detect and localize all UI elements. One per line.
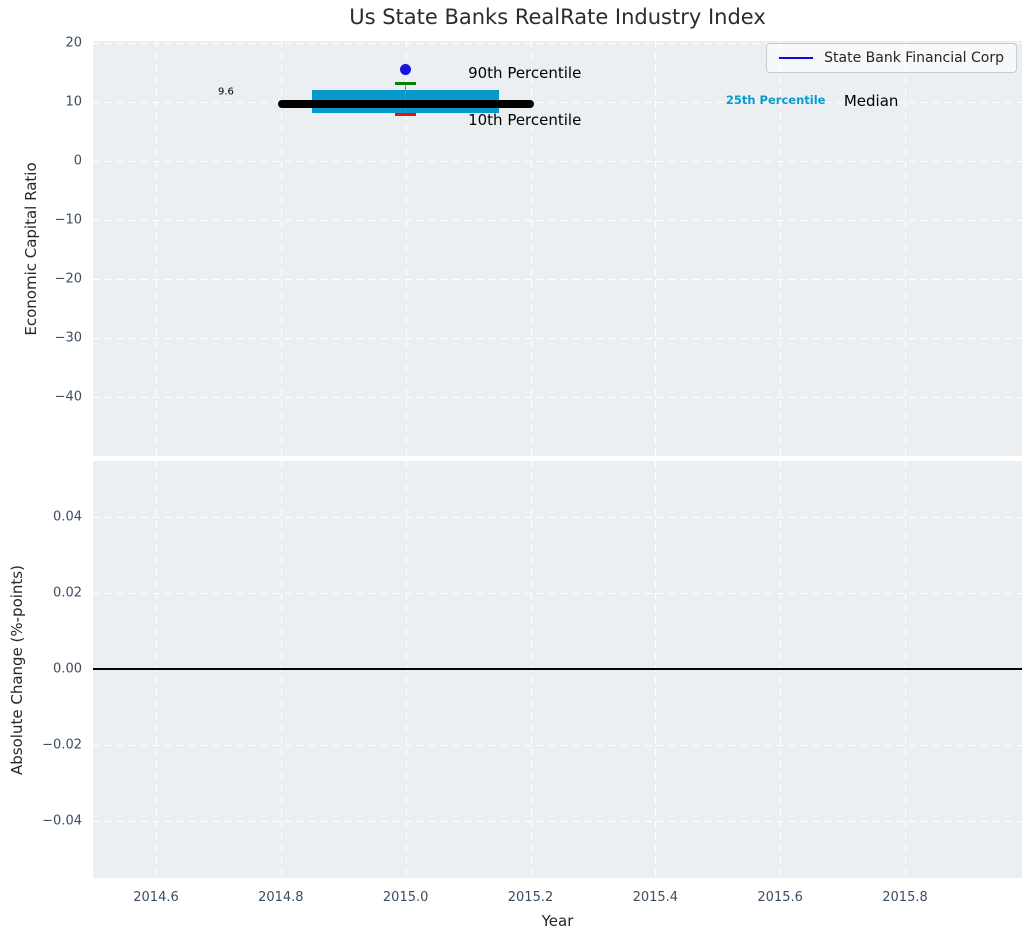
y-tick-label: 20 [12, 35, 82, 50]
gridline [655, 41, 656, 456]
x-tick-label: 2015.2 [486, 890, 576, 905]
x-tick-label: 2014.8 [236, 890, 326, 905]
chart-title: Us State Banks RealRate Industry Index [93, 5, 1022, 29]
x-tick-label: 2015.4 [610, 890, 700, 905]
gridline [93, 517, 1022, 518]
legend-line-sample-icon [779, 57, 813, 60]
annotation-10th-percentile: 10th Percentile [468, 111, 581, 129]
gridline [93, 279, 1022, 280]
gridline [905, 461, 906, 878]
x-tick-label: 2015.8 [860, 890, 950, 905]
median-line [278, 100, 534, 108]
gridline [93, 821, 1022, 822]
gridline [531, 461, 532, 878]
annotation-median-label: Median [844, 92, 899, 110]
annotation-90th-percentile: 90th Percentile [468, 64, 581, 82]
gridline [93, 397, 1022, 398]
legend: State Bank Financial Corp [766, 43, 1017, 73]
x-axis-label: Year [93, 912, 1022, 930]
y-tick-label: 0.04 [12, 509, 82, 524]
x-tick-label: 2015.6 [735, 890, 825, 905]
gridline [655, 461, 656, 878]
y-tick-label: 0.00 [12, 661, 82, 676]
gridline [93, 338, 1022, 339]
gridline [93, 220, 1022, 221]
p10-tick [395, 113, 416, 116]
zero-line [93, 668, 1022, 670]
gridline [93, 161, 1022, 162]
y-tick-label: 10 [12, 94, 82, 109]
gridline [156, 461, 157, 878]
gridline [93, 745, 1022, 746]
gridline [281, 461, 282, 878]
figure: Us State Banks RealRate Industry Index E… [0, 0, 1034, 942]
company-dot [400, 64, 411, 75]
y-axis-label-top: Economic Capital Ratio [22, 162, 40, 335]
annotation-median-value: 9.6 [218, 87, 234, 98]
x-tick-label: 2015.0 [361, 890, 451, 905]
gridline [780, 461, 781, 878]
bottom-axes-absolute-change [93, 461, 1022, 878]
p90-tick [395, 82, 416, 85]
gridline [93, 593, 1022, 594]
y-tick-label: −0.02 [12, 737, 82, 752]
annotation-25th-percentile: 25th Percentile [726, 93, 826, 107]
gridline [406, 461, 407, 878]
gridline [156, 41, 157, 456]
y-tick-label: −0.04 [12, 813, 82, 828]
y-tick-label: 0 [12, 153, 82, 168]
gridline [905, 41, 906, 456]
y-tick-label: −20 [12, 271, 82, 286]
y-tick-label: −30 [12, 330, 82, 345]
y-tick-label: 0.02 [12, 585, 82, 600]
x-tick-label: 2014.6 [111, 890, 201, 905]
y-tick-label: −10 [12, 212, 82, 227]
y-tick-label: −40 [12, 389, 82, 404]
legend-label: State Bank Financial Corp [824, 50, 1004, 66]
